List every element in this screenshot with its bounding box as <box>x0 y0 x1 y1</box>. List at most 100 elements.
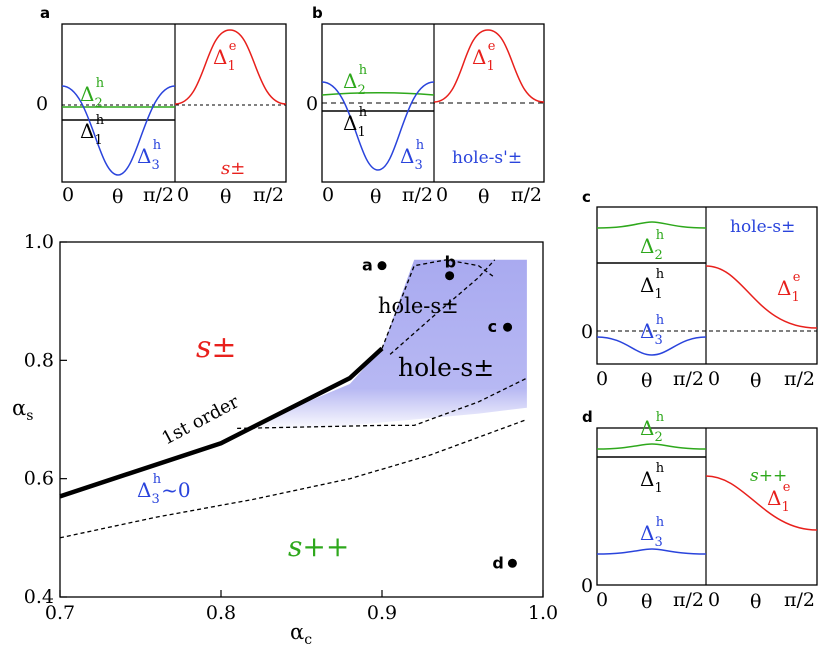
panel-a-d1h-label: Δ1h <box>80 113 105 148</box>
series-line-1 <box>59 418 528 539</box>
hole-s-pm-shaded-region <box>237 259 527 432</box>
point-c-label: c <box>488 317 497 336</box>
series-line-0 <box>59 346 384 499</box>
panel-b-x2-left: 0 <box>436 184 448 206</box>
series-line-3 <box>381 259 496 349</box>
series-line-2 <box>237 377 528 430</box>
panel-c-zero: 0 <box>581 321 593 343</box>
panel-a-d3h-label: Δ3h <box>137 138 162 173</box>
panel-c-label: c <box>582 188 591 206</box>
panel-d-d1e-label: Δ1e <box>767 480 791 515</box>
panel-c-d1e-label: Δ1e <box>777 270 801 305</box>
panel-d-x2-right: π/2 <box>784 589 815 611</box>
panel-b-d2h-label: Δ2h <box>343 63 368 98</box>
panel-c-x-mid: θ <box>641 370 652 392</box>
y-tick-label: 1.0 <box>24 231 54 253</box>
point-d <box>507 558 517 568</box>
panel-b-label: b <box>312 4 323 22</box>
panel-d-frame <box>596 427 818 586</box>
panel-d-x2-left: 0 <box>708 589 720 611</box>
panel-a-d2h-label: Δ2h <box>80 76 105 111</box>
panel-a-x2-left: 0 <box>177 184 189 206</box>
point-d-label: d <box>492 553 503 572</box>
panel-c-d1h-label: Δ1h <box>640 267 665 302</box>
region-hole-s-pm-upper-label: hole-s± <box>378 294 459 318</box>
panel-c-frame <box>596 206 818 365</box>
tick-layer: 0.7 0.8 0.9 1.0 0.4 0.6 0.8 1.0 <box>24 231 558 624</box>
x-tick-label: 1.0 <box>528 602 558 624</box>
panel-d-d2h-label: Δ2h <box>640 410 665 445</box>
panel-c-d2h-curve <box>596 221 707 229</box>
panel-d-d2h-curve <box>596 443 707 450</box>
point-b <box>445 271 455 281</box>
panel-c-d2h-label: Δ2h <box>640 228 665 263</box>
panel-a-x-mid: θ <box>112 186 123 208</box>
phase-diagram: 0.7 0.8 0.9 1.0 0.4 0.6 0.8 1.0 a b c d αs αc s± h… <box>12 231 558 647</box>
panel-b-d1e-label: Δ1e <box>472 39 496 74</box>
panel-d-zero: 0 <box>581 575 593 597</box>
panel-a: a 0 Δ2h Δ1h Δ3h Δ1e s± 0 θ π/2 0 θ π/2 <box>36 4 287 208</box>
x-tick-label: 0.7 <box>45 602 75 624</box>
panel-a-x2-mid: θ <box>220 186 231 208</box>
y-axis-label: αs <box>12 396 33 424</box>
point-a <box>377 261 387 271</box>
point-a-label: a <box>362 256 373 275</box>
panel-d-x-right: π/2 <box>673 589 704 611</box>
panel-d-x2-mid: θ <box>750 591 761 613</box>
panel-d-label: d <box>582 408 593 426</box>
main-plot-frame <box>59 241 544 598</box>
panel-a-zero: 0 <box>36 93 48 115</box>
panel-d-phase: s++ <box>750 466 787 486</box>
panel-a-d3h-curve <box>61 85 176 176</box>
panel-a-d1e-label: Δ1e <box>213 39 237 74</box>
panel-b-x2-right: π/2 <box>511 184 542 206</box>
panel-d-d1e-curve <box>705 475 818 531</box>
panel-a-d1e-curve <box>174 29 287 105</box>
panel-d-x-left: 0 <box>596 589 608 611</box>
y-tick-label: 0.4 <box>24 586 54 608</box>
y-tick-label: 0.6 <box>24 468 54 490</box>
panel-c-x2-left: 0 <box>708 368 720 390</box>
panel-d-x-mid: θ <box>641 591 652 613</box>
panel-d-d3h-label: Δ3h <box>640 515 665 550</box>
panel-b-x-left: 0 <box>322 184 334 206</box>
region-hole-s-pm-lower-label: hole-s± <box>398 353 494 382</box>
panel-b-x-right: π/2 <box>402 184 433 206</box>
point-b-label: b <box>445 253 456 272</box>
panel-c-d3h-curve <box>596 336 707 356</box>
x-tick-label: 0.8 <box>206 602 236 624</box>
panel-b-phase: hole-s'± <box>452 148 522 168</box>
panel-a-x2-right: π/2 <box>253 184 284 206</box>
panel-b-d1h-label: Δ1h <box>343 105 368 140</box>
y-tick-label: 0.8 <box>24 349 54 371</box>
panel-d-d3h-curve <box>596 548 707 555</box>
panel-c: c 0 Δ2h Δ1h Δ3h Δ1e hole-s± 0 θ π/2 0 θ … <box>581 188 818 392</box>
panel-c-phase: hole-s± <box>730 217 795 237</box>
panel-c-x2-mid: θ <box>750 370 761 392</box>
panel-d: d 0 Δ2h Δ1h Δ3h Δ1e s++ 0 θ π/2 0 θ π/2 <box>581 408 818 613</box>
panel-b: b 0 Δ2h Δ1h Δ3h Δ1e hole-s'± 0 θ π/2 0 θ… <box>306 4 545 208</box>
x-axis-label: αc <box>290 620 312 647</box>
panel-c-x2-right: π/2 <box>784 368 815 390</box>
series-layer <box>59 259 528 539</box>
panel-b-d1e-curve <box>433 29 545 103</box>
panel-b-d2h-curve <box>321 92 435 96</box>
point-layer: a b c d <box>362 253 517 572</box>
panel-a-x-right: π/2 <box>143 184 174 206</box>
panel-a-phase: s± <box>221 158 245 179</box>
panel-c-x-left: 0 <box>596 368 608 390</box>
x-tick-label: 0.9 <box>367 602 397 624</box>
panel-b-d3h-label: Δ3h <box>400 138 425 173</box>
panel-a-x-left: 0 <box>62 184 74 206</box>
point-c <box>503 322 513 332</box>
delta3-zero-label: Δ3h~0 <box>137 472 191 507</box>
panel-b-x-mid: θ <box>370 186 381 208</box>
panel-a-label: a <box>40 4 50 22</box>
panel-a-frame <box>61 23 287 183</box>
panel-d-d1h-label: Δ1h <box>640 461 665 496</box>
region-s-pp-label: s++ <box>288 530 349 563</box>
panel-b-x2-mid: θ <box>478 186 489 208</box>
panel-b-zero: 0 <box>306 93 318 115</box>
panel-c-x-right: π/2 <box>673 368 704 390</box>
